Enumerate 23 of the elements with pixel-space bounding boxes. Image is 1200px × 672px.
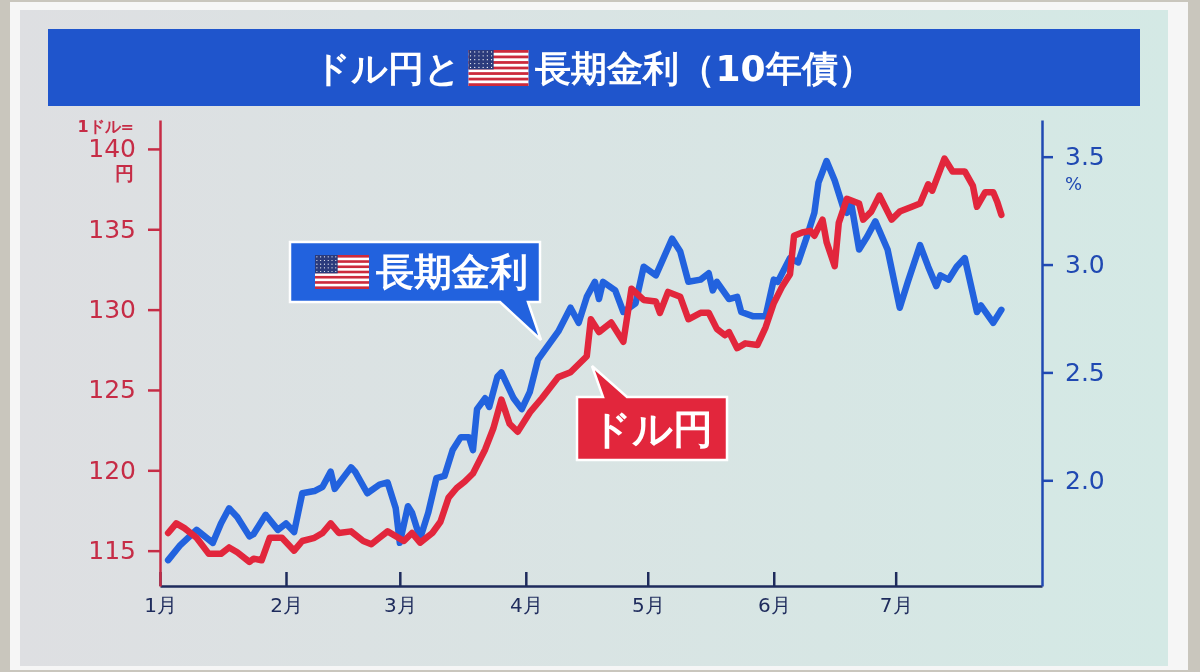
y-axis-title: 1ドル= [77,117,134,137]
x-tick-label: 6月 [757,593,791,618]
y-tick-label: 130 [88,295,136,325]
x-tick-label: 2月 [270,593,303,618]
series-label: ドル円 [591,405,713,452]
y-tick-label: 135 [88,214,136,244]
y2-tick-label: 3.0 [1065,250,1105,280]
y-tick-label: 115 [88,536,136,566]
y-tick-label: 140 [88,134,136,164]
x-tick-label: 4月 [509,593,543,618]
x-tick-label: 5月 [631,593,665,618]
chart-title: ドル円と長期金利（10年債） [314,47,874,89]
x-tick-label: 1月 [144,593,177,618]
y2-tick-label: 3.5 [1065,142,1105,172]
y2-tick-label: 2.0 [1065,465,1105,495]
y-tick-label: 120 [88,455,136,485]
x-tick-label: 7月 [879,593,913,618]
y-tick-label: 125 [88,375,136,405]
y2-tick-label: 2.5 [1065,357,1105,387]
x-tick-label: 3月 [383,593,417,618]
y2-axis-title: % [1065,173,1083,195]
text: 円 [115,161,134,184]
series-label: 長期金利 [375,250,528,294]
